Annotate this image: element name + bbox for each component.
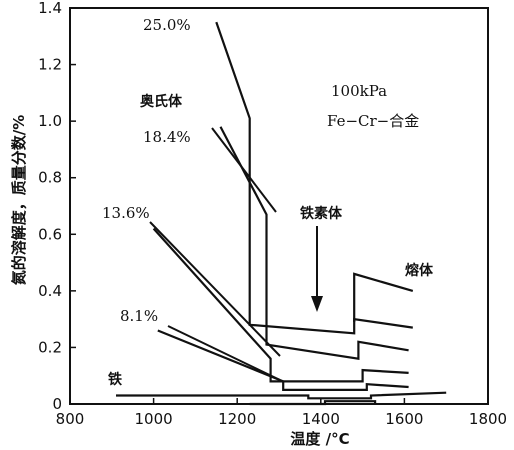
austenite-label: 奥氏体	[140, 93, 183, 110]
leader-line-2	[167, 325, 281, 381]
y-tick-label: 0.4	[38, 282, 62, 300]
series-line-2	[152, 227, 409, 383]
x-tick-label: 1000	[135, 410, 173, 428]
series-line-3	[157, 329, 409, 391]
series-label-13: 13.6%	[102, 204, 150, 222]
y-tick-label: 0.2	[38, 338, 62, 356]
y-tick-label: 0.8	[38, 169, 62, 187]
ferrite-label: 铁素体	[300, 205, 343, 222]
series-label-iron: 铁	[108, 371, 122, 388]
leader-line-0	[211, 127, 277, 213]
series-label-8: 8.1%	[120, 307, 158, 325]
y-tick-label: 1.0	[38, 112, 62, 130]
x-axis-title: 温度 /°C	[290, 430, 349, 448]
series-line-0	[215, 21, 413, 335]
x-tick-label: 1400	[302, 410, 340, 428]
leader-line-1	[149, 221, 281, 357]
y-tick-label: 1.2	[38, 56, 62, 74]
series-lines	[116, 21, 447, 406]
melt-label: 熔体	[405, 262, 434, 279]
x-tick-label: 1800	[469, 410, 507, 428]
x-tick-label: 1200	[218, 410, 256, 428]
pressure-label: 100kPa	[331, 82, 387, 100]
series-label-18: 18.4%	[143, 128, 191, 146]
y-tick-label: 1.4	[38, 0, 62, 17]
series-label-25: 25.0%	[143, 16, 191, 34]
y-tick-label: 0	[52, 395, 62, 413]
x-tick-label: 1600	[385, 410, 423, 428]
series-line-6	[353, 272, 414, 322]
series-line-5	[249, 400, 377, 406]
x-tick-label: 800	[56, 410, 85, 428]
series-line-4	[116, 391, 447, 400]
tick-labels: 800 1000 1200 1400 1600 1800 0 0.2 0.4 0.6 0.8 1.0 1…	[38, 0, 507, 428]
label-leaders	[149, 127, 281, 381]
ferrite-arrow	[311, 226, 323, 312]
alloy-label: Fe−Cr−合金	[327, 112, 419, 130]
y-axis-title: 氮的溶解度，质量分数/%	[10, 115, 28, 286]
y-tick-label: 0.6	[38, 225, 62, 243]
series-line-1	[219, 126, 409, 360]
